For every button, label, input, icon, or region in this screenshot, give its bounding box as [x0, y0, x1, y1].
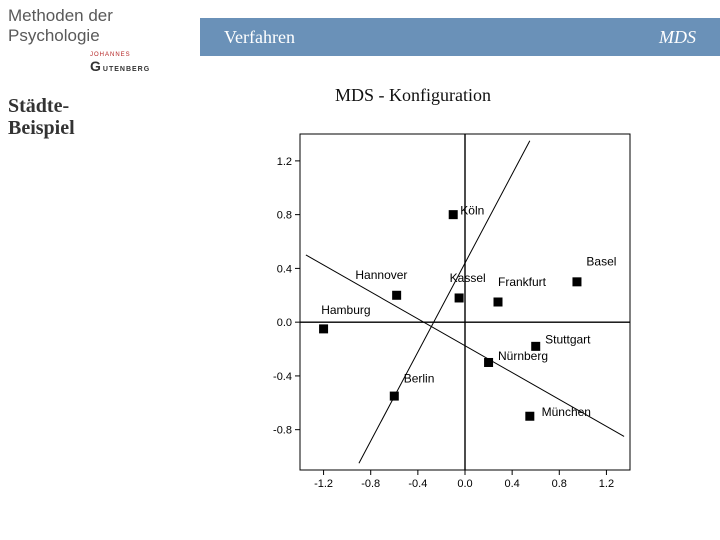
svg-text:0.4: 0.4: [504, 478, 519, 490]
university-logo: JOHANNES G UTENBERG: [90, 52, 200, 82]
svg-text:1.2: 1.2: [277, 156, 292, 168]
svg-text:Frankfurt: Frankfurt: [498, 275, 547, 289]
header-tab-bar: Verfahren MDS: [200, 18, 720, 56]
chart-title: MDS - Konfiguration: [335, 85, 491, 106]
page-title-line2: Psychologie: [8, 26, 192, 46]
svg-text:Berlin: Berlin: [404, 372, 435, 386]
svg-text:0.0: 0.0: [457, 478, 472, 490]
svg-text:Köln: Köln: [460, 204, 484, 218]
svg-text:0.0: 0.0: [277, 317, 292, 329]
svg-text:-0.4: -0.4: [408, 478, 427, 490]
logo-line2: G UTENBERG: [90, 58, 200, 74]
svg-text:Hannover: Hannover: [355, 268, 407, 282]
sidebar-label-line1: Städte-: [8, 95, 75, 117]
svg-text:-0.8: -0.8: [273, 425, 292, 437]
svg-text:0.8: 0.8: [277, 210, 292, 222]
header-tab-left: Verfahren: [224, 27, 295, 48]
svg-text:0.4: 0.4: [277, 263, 292, 275]
header-tab-right: MDS: [659, 27, 696, 48]
mds-scatter-chart: -1.2 -0.8 -0.4 0.0 0.4 0.8 1.2 -0.8 -0.4 0.0 0.4 0.…: [258, 128, 638, 498]
logo-rest: UTENBERG: [103, 66, 150, 73]
svg-text:-0.8: -0.8: [361, 478, 380, 490]
left-column: Methoden der Psychologie JOHANNES G UTEN…: [0, 0, 200, 540]
svg-text:1.2: 1.2: [599, 478, 614, 490]
svg-text:Kassel: Kassel: [450, 271, 486, 285]
logo-g: G: [90, 58, 101, 74]
sidebar-label: Städte- Beispiel: [8, 95, 75, 139]
svg-text:München: München: [542, 405, 591, 419]
svg-text:Stuttgart: Stuttgart: [545, 333, 591, 347]
svg-text:Hamburg: Hamburg: [321, 303, 370, 317]
svg-text:Basel: Basel: [586, 255, 616, 269]
svg-text:-1.2: -1.2: [314, 478, 333, 490]
chart-svg: -1.2 -0.8 -0.4 0.0 0.4 0.8 1.2 -0.8 -0.4 0.0 0.4 0.…: [258, 128, 638, 498]
svg-text:-0.4: -0.4: [273, 371, 292, 383]
header-left-block: Methoden der Psychologie: [0, 0, 200, 56]
svg-text:0.8: 0.8: [552, 478, 567, 490]
svg-text:Nürnberg: Nürnberg: [498, 349, 548, 363]
sidebar-label-line2: Beispiel: [8, 117, 75, 139]
page-title-line1: Methoden der: [8, 6, 192, 26]
